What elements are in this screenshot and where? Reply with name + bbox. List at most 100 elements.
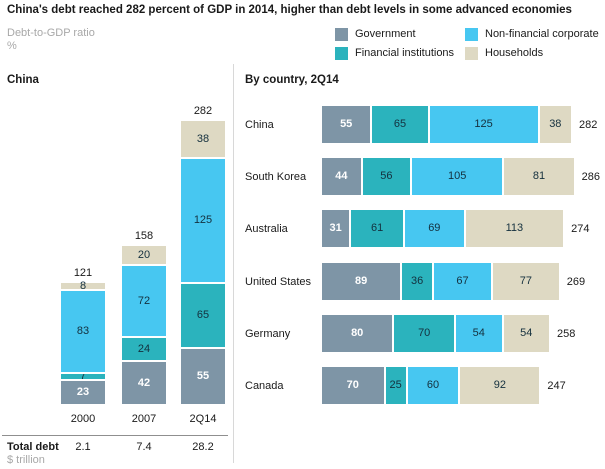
segment-financial-institutions-australia: 61 xyxy=(349,210,403,247)
segment-government-2007: 42 xyxy=(122,362,166,404)
y-axis-label: Debt-to-GDP ratio xyxy=(7,27,95,39)
row-total-china: 282 xyxy=(579,118,598,131)
segment-government-2q14: 55 xyxy=(181,349,225,404)
segment-households-china: 38 xyxy=(537,106,572,143)
segment-financial-institutions-canada: 25 xyxy=(383,367,406,404)
households-swatch-icon xyxy=(465,47,478,60)
legend-label: Financial institutions xyxy=(355,47,455,59)
segment-value: 125 xyxy=(474,118,493,130)
segment-government-canada: 70 xyxy=(322,367,384,404)
segment-government-germany: 80 xyxy=(322,315,393,352)
row-label-united-states: United States xyxy=(245,275,312,288)
segment-value: 70 xyxy=(346,379,359,391)
segment-government-china: 55 xyxy=(322,106,371,143)
segment-value: 69 xyxy=(428,222,441,234)
bar-total-2000: 121 xyxy=(73,267,93,279)
segment-government-united-states: 89 xyxy=(322,263,401,300)
row-total-united-states: 269 xyxy=(566,275,586,288)
row-total-canada: 247 xyxy=(547,379,566,392)
segment-non-financial-corporate-china: 125 xyxy=(427,106,538,143)
segment-value: 105 xyxy=(448,170,467,182)
non-financial-corporate-swatch-icon xyxy=(465,28,478,41)
segment-value: 24 xyxy=(137,342,151,355)
row-label-south-korea: South Korea xyxy=(245,170,307,183)
segment-value: 25 xyxy=(389,379,402,391)
segment-financial-institutions-china: 65 xyxy=(370,106,428,143)
legend-label: Non-financial corporate xyxy=(485,28,599,40)
segment-non-financial-corporate-australia: 69 xyxy=(402,210,464,247)
segment-financial-institutions-2000: 7 xyxy=(61,370,105,382)
segment-value: 42 xyxy=(137,376,151,389)
segment-value: 8 xyxy=(79,279,87,292)
panel-divider xyxy=(233,64,234,463)
segment-non-financial-corporate-united-states: 67 xyxy=(432,263,491,300)
segment-value: 70 xyxy=(418,327,431,339)
segment-non-financial-corporate-south-korea: 105 xyxy=(410,158,503,195)
legend-label: Households xyxy=(485,47,544,59)
segment-value: 72 xyxy=(137,294,151,307)
segment-value: 81 xyxy=(532,170,546,182)
total-debt-value-2007: 7.4 xyxy=(136,441,152,453)
total-debt-label: Total debt xyxy=(7,441,59,453)
segment-value: 44 xyxy=(335,170,348,182)
segment-value: 55 xyxy=(340,118,353,130)
segment-non-financial-corporate-2000: 83 xyxy=(61,291,105,374)
segment-value: 20 xyxy=(137,248,151,261)
total-debt-unit: $ trillion xyxy=(7,454,45,466)
segment-value: 65 xyxy=(393,118,407,130)
row-total-south-korea: 286 xyxy=(581,170,601,183)
segment-households-2q14: 38 xyxy=(181,121,225,159)
segment-households-canada: 92 xyxy=(458,367,540,404)
row-label-germany: Germany xyxy=(245,327,291,340)
segment-value: 54 xyxy=(520,327,533,339)
segment-value: 83 xyxy=(76,325,90,337)
row-label-canada: Canada xyxy=(245,379,284,392)
segment-financial-institutions-germany: 70 xyxy=(392,315,454,352)
segment-government-australia: 31 xyxy=(322,210,350,247)
row-label-china: China xyxy=(245,118,274,131)
segment-value: 80 xyxy=(351,327,364,339)
bar-total-2q14: 282 xyxy=(193,105,213,117)
segment-government-2000: 23 xyxy=(61,381,105,404)
segment-value: 7 xyxy=(79,370,87,382)
segment-households-australia: 113 xyxy=(463,210,564,247)
total-debt-value-2q14: 28.2 xyxy=(192,441,214,453)
segment-households-2000: 8 xyxy=(61,279,105,292)
row-total-germany: 258 xyxy=(557,327,576,340)
segment-households-united-states: 77 xyxy=(490,263,559,300)
financial-institutions-swatch-icon xyxy=(335,47,348,60)
footer-rule xyxy=(2,435,228,436)
segment-value: 38 xyxy=(196,132,210,145)
right-panel-heading: By country, 2Q14 xyxy=(245,74,339,86)
segment-value: 31 xyxy=(329,222,342,234)
row-label-australia: Australia xyxy=(245,222,288,235)
segment-value: 65 xyxy=(196,309,210,321)
segment-value: 113 xyxy=(505,222,524,234)
segment-financial-institutions-south-korea: 56 xyxy=(360,158,410,195)
x-axis-label-2q14: 2Q14 xyxy=(189,413,217,425)
segment-value: 54 xyxy=(472,327,485,339)
segment-financial-institutions-2q14: 65 xyxy=(181,284,225,349)
segment-value: 125 xyxy=(193,214,213,226)
segment-value: 23 xyxy=(76,386,90,398)
segment-value: 89 xyxy=(355,275,368,287)
segment-households-2007: 20 xyxy=(122,246,166,266)
segment-households-south-korea: 81 xyxy=(502,158,574,195)
segment-non-financial-corporate-2007: 72 xyxy=(122,266,166,338)
segment-value: 67 xyxy=(456,275,469,287)
segment-value: 36 xyxy=(411,275,424,287)
total-debt-value-2000: 2.1 xyxy=(75,441,91,453)
segment-government-south-korea: 44 xyxy=(322,158,361,195)
row-total-australia: 274 xyxy=(571,222,590,235)
segment-non-financial-corporate-germany: 54 xyxy=(454,315,502,352)
y-axis-unit: % xyxy=(7,40,17,52)
segment-financial-institutions-united-states: 36 xyxy=(400,263,432,300)
segment-value: 60 xyxy=(426,379,440,391)
segment-financial-institutions-2007: 24 xyxy=(122,338,166,362)
segment-non-financial-corporate-canada: 60 xyxy=(405,367,459,404)
government-swatch-icon xyxy=(335,28,348,41)
segment-value: 61 xyxy=(370,222,384,234)
chart-title: China's debt reached 282 percent of GDP … xyxy=(7,4,572,16)
segment-value: 56 xyxy=(380,170,393,182)
